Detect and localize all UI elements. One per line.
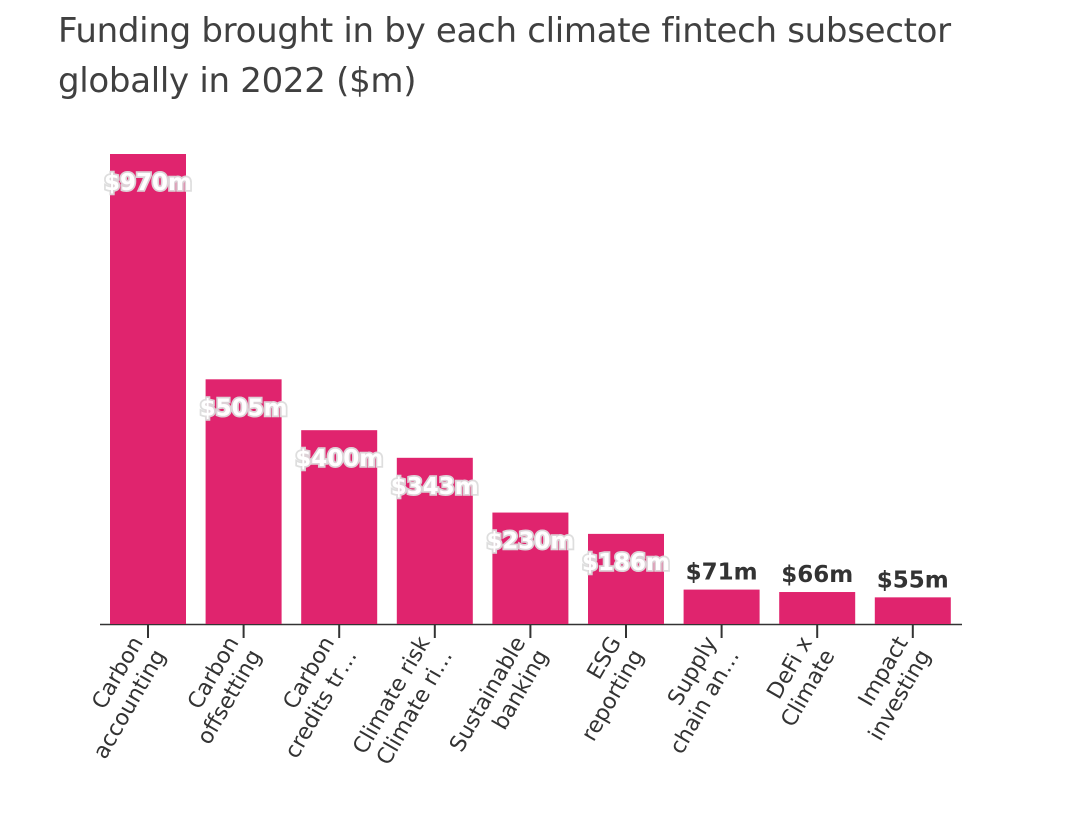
bar [874,597,951,624]
x-tick-label: Impactinvesting [842,632,937,745]
x-tick-label: Carbonoffsetting [170,633,267,749]
x-tick-label: Carbonaccounting [66,633,171,764]
bar [301,430,378,624]
x-tick-label: Supplychain an… [643,633,745,759]
bar [683,589,760,624]
bar [588,533,664,624]
x-tick-label: Climate riskClimate ri… [348,632,458,771]
bar-value-label: $343m [391,474,479,500]
x-tick-label: Sustainablebanking [445,633,553,770]
bar-value-label: $66m [781,562,853,588]
bar-value-label: $71m [686,560,758,586]
chart-title: Funding brought in by each climate finte… [58,11,951,101]
x-tick-label: Carboncredits tr… [258,633,363,763]
bar [110,154,186,624]
bar-value-label: $505m [200,395,288,421]
bar [205,379,282,624]
bar [396,457,473,624]
x-tick-label: DeFi xClimate [754,633,841,732]
bar [779,592,856,624]
bar-value-label: $230m [486,529,574,555]
bar-value-label: $400m [295,446,383,472]
bar [492,512,569,624]
x-tick-label: ESGreporting [555,633,650,746]
bar-value-label: $970m [104,170,192,196]
bar-value-label: $186m [582,550,670,576]
bar-value-label: $55m [877,567,949,593]
